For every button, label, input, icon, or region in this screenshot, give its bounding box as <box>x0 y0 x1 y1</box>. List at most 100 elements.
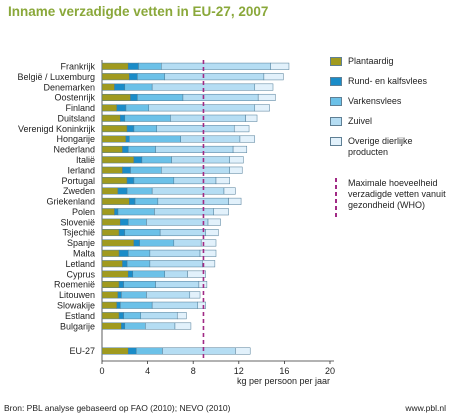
legend: Plantaardig Rund- en kalfsvlees Varkensv… <box>330 56 452 218</box>
bar-segment <box>101 125 128 133</box>
bar-segment <box>126 260 151 268</box>
bar-segment <box>123 280 156 288</box>
bar-segment <box>101 270 129 278</box>
legend-swatch-rundvlees <box>330 77 342 86</box>
bar-segment <box>129 73 138 81</box>
bar-segment <box>116 301 121 309</box>
website-link[interactable]: www.pbl.nl <box>405 403 446 413</box>
bar-segment <box>228 197 242 205</box>
bar-segment <box>257 93 276 101</box>
chart-title: Inname verzadigde vetten in EU-27, 2007 <box>8 4 269 19</box>
x-tick-label: 0 <box>99 366 104 376</box>
bar-segment <box>161 166 230 174</box>
category-label: Oostenrijk <box>54 93 95 103</box>
bar-segment <box>117 208 155 216</box>
legend-swatch-overige <box>330 137 342 146</box>
category-label: Portugal <box>61 176 95 186</box>
bar-segment <box>187 270 206 278</box>
bar-segment <box>180 135 241 143</box>
legend-swatch-zuivel <box>330 117 342 126</box>
bar-segment <box>239 135 256 143</box>
legend-item-max: Maximale hoeveelheid verzadigde vetten v… <box>330 178 452 218</box>
category-label: Duitsland <box>57 113 95 123</box>
bar-segment <box>127 218 147 226</box>
bar-segment <box>123 312 142 320</box>
bar-segment <box>101 166 123 174</box>
bar-segment <box>129 197 136 205</box>
bar-segment <box>127 62 139 70</box>
legend-dash-max <box>335 178 337 218</box>
category-label: Denemarken <box>43 82 95 92</box>
bar-segment <box>146 218 209 226</box>
legend-label: Zuivel <box>348 116 373 126</box>
bar-segment <box>121 291 147 299</box>
category-label: Spanje <box>67 238 95 248</box>
bar-segment <box>101 260 123 268</box>
bar-segment <box>182 93 259 101</box>
bar-segment <box>130 93 138 101</box>
category-label: Tsjechië <box>62 228 95 238</box>
bar-segment <box>148 104 256 112</box>
bar-segment <box>101 239 135 247</box>
bar-segment <box>254 83 274 91</box>
bar-segment <box>127 145 156 153</box>
bar-segment <box>189 291 201 299</box>
bar-segment <box>205 229 219 237</box>
category-label: België / Luxemburg <box>17 72 95 82</box>
bar-segment <box>173 239 202 247</box>
bar-segment <box>126 187 153 195</box>
bar-segment <box>101 322 122 330</box>
bar-segment <box>134 197 159 205</box>
bar-segment <box>155 280 200 288</box>
bar-segment <box>124 83 153 91</box>
bar-segment <box>161 62 271 70</box>
bar-segment <box>207 218 221 226</box>
bar-segment <box>101 156 135 164</box>
legend-label: Maximale hoeveelheid verzadigde vetten v… <box>348 178 446 210</box>
legend-item-plantaardig: Plantaardig <box>330 56 452 67</box>
category-label: Malta <box>73 249 95 259</box>
bar-segment <box>101 187 119 195</box>
bar-segment <box>101 145 123 153</box>
legend-item-overige: Overige dierlijke producten <box>330 136 452 158</box>
bar-segment <box>174 322 192 330</box>
x-tick-label: 8 <box>191 366 196 376</box>
bar-segment <box>101 312 120 320</box>
bar-segment <box>101 280 120 288</box>
bar-segment <box>254 104 270 112</box>
bar-segment <box>101 347 129 355</box>
legend-label: Rund- en kalfsvlees <box>348 76 428 86</box>
x-axis-title: kg per persoon per jaar <box>237 376 330 386</box>
bar-segment <box>141 156 172 164</box>
bar-segment <box>139 239 175 247</box>
bar-segment <box>116 104 127 112</box>
x-tick-label: 20 <box>325 366 335 376</box>
bar-segment <box>164 270 188 278</box>
bar-segment <box>101 229 120 237</box>
category-label: Estland <box>65 311 95 321</box>
bar-segment <box>124 229 161 237</box>
bar-segment <box>149 249 201 257</box>
bar-segment <box>149 260 203 268</box>
bar-segment <box>122 166 131 174</box>
category-label: Nederland <box>53 145 95 155</box>
bar-segment <box>215 177 230 185</box>
bar-segment <box>101 114 121 122</box>
bar-segment <box>229 156 244 164</box>
bar-segment <box>137 73 165 81</box>
bar-segment <box>132 270 165 278</box>
bar-segment <box>156 125 235 133</box>
source-note: Bron: PBL analyse gebaseerd op FAO (2010… <box>4 403 231 413</box>
legend-item-varkensvlees: Varkensvlees <box>330 96 452 107</box>
bar-segment <box>127 249 151 257</box>
bar-segment <box>118 249 129 257</box>
legend-swatch-plantaardig <box>330 57 342 66</box>
bar-segment <box>119 114 126 122</box>
bar-segment <box>127 270 134 278</box>
category-label: Bulgarije <box>60 321 95 331</box>
bar-segment <box>118 229 126 237</box>
bar-segment <box>126 125 135 133</box>
bar-segment <box>137 93 184 101</box>
bar-segment <box>101 135 127 143</box>
